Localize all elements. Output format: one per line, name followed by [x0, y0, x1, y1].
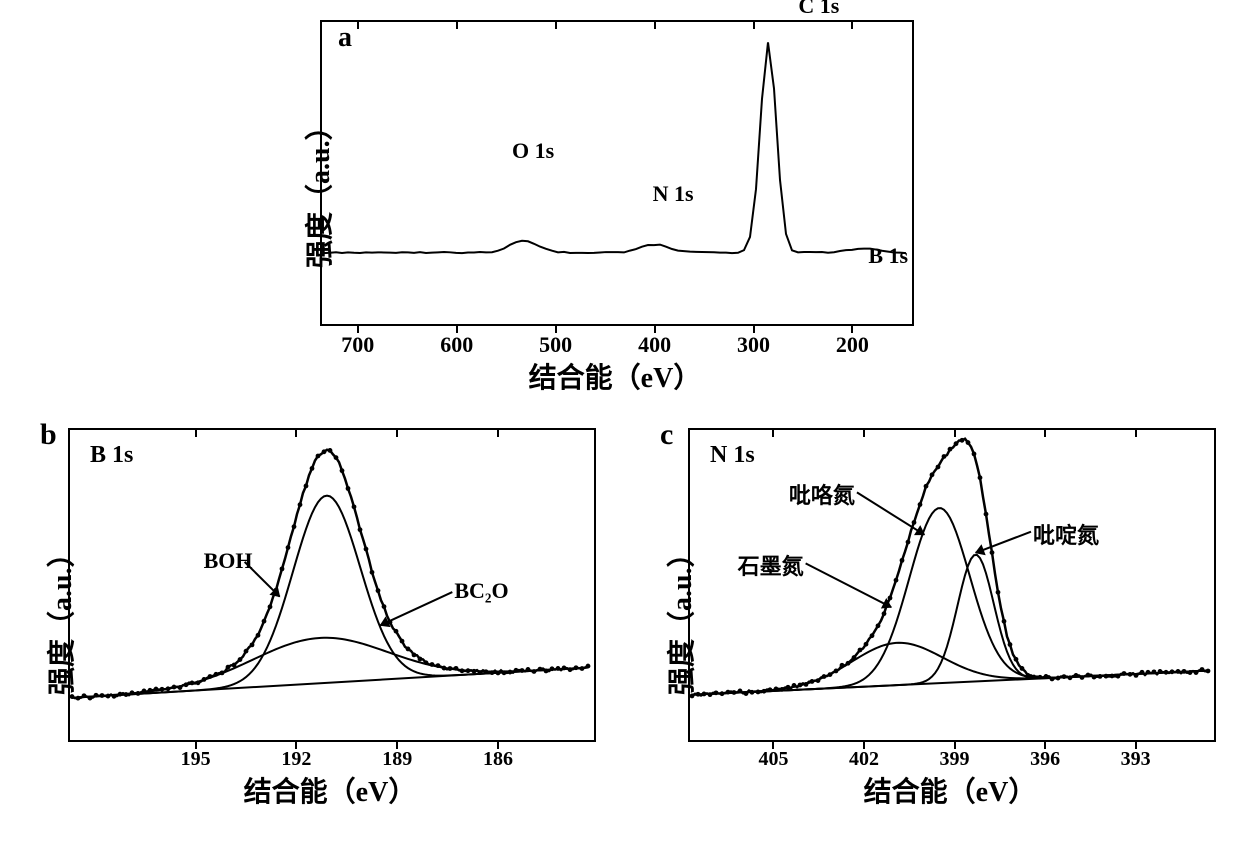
panel-c-plot — [0, 0, 1240, 846]
annotation-石墨氮: 石墨氮 — [738, 549, 804, 581]
tick-mark — [1135, 430, 1137, 437]
tick-mark — [772, 430, 774, 437]
tick-mark — [1044, 430, 1046, 437]
tick-mark — [954, 430, 956, 437]
tick-mark — [863, 430, 865, 437]
tick-label: 399 — [940, 748, 970, 771]
tick-label: 396 — [1030, 748, 1060, 771]
xps-figure: a 强度（a.u.） 结合能（eV） 700600500400300200 C … — [0, 0, 1240, 846]
tick-label: 393 — [1121, 748, 1151, 771]
tick-label: 402 — [849, 748, 879, 771]
tick-label: 405 — [758, 748, 788, 771]
annotation-吡咯氮: 吡咯氮 — [789, 478, 855, 510]
annotation-吡啶氮: 吡啶氮 — [1033, 518, 1099, 550]
